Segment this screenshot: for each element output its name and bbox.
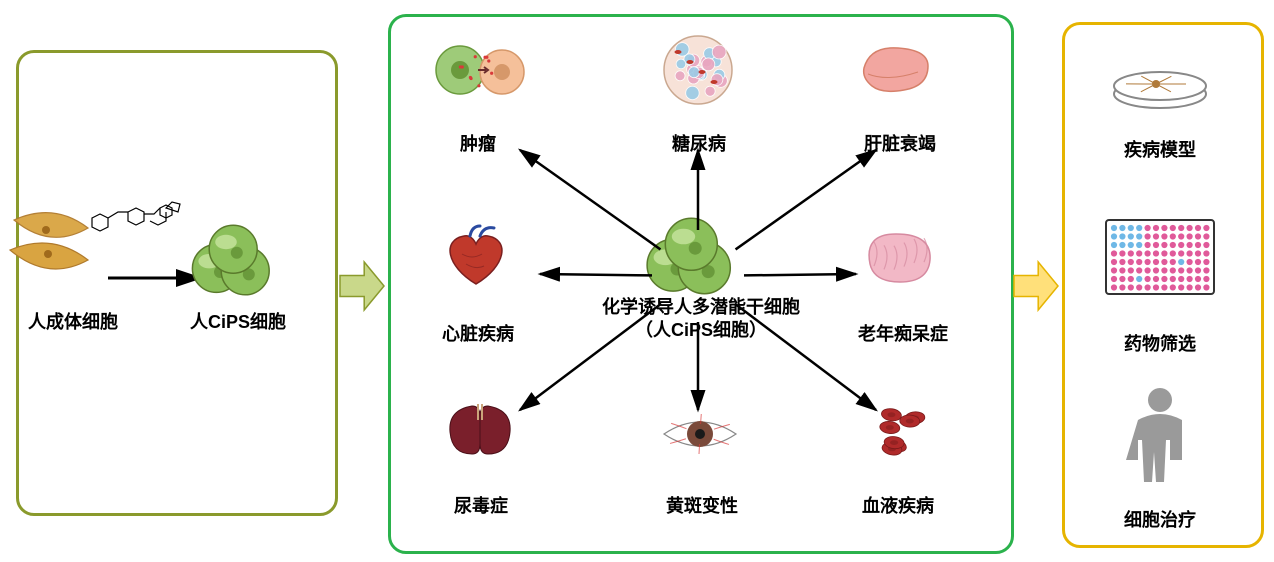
heart-label: 心脏疾病	[442, 320, 514, 346]
cips-cell-label: 人CiPS细胞	[190, 308, 286, 334]
center-panel-graphics	[388, 14, 1008, 548]
blood-icon	[879, 407, 925, 456]
macular-label: 黄斑变性	[666, 492, 738, 518]
somatic-cell-label: 人成体细胞	[28, 308, 118, 334]
diabetes-label: 糖尿病	[672, 130, 726, 156]
hub-label: 化学诱导人多潜能干细胞（人CiPS细胞）	[596, 296, 806, 341]
tumor-label: 肿瘤	[460, 130, 496, 156]
cips-cells-icon	[192, 225, 269, 295]
right-panel-graphics	[1062, 22, 1258, 542]
uremia-label: 尿毒症	[454, 492, 508, 518]
drug_screen-label: 药物筛选	[1124, 330, 1196, 356]
somatic-cells-icon	[10, 213, 88, 269]
drug_screen-icon	[1106, 220, 1214, 294]
flow-arrow-1	[340, 262, 384, 310]
spoke-arrow	[520, 150, 660, 249]
liver-label: 肝脏衰竭	[864, 130, 936, 156]
molecule-icon	[92, 202, 180, 231]
blood-label: 血液疾病	[862, 492, 934, 518]
spoke-arrow	[744, 274, 856, 275]
macular-icon	[664, 414, 736, 454]
uremia-icon	[450, 404, 510, 454]
cell_therapy-label: 细胞治疗	[1124, 506, 1196, 532]
diabetes-icon	[664, 36, 732, 104]
heart-icon	[450, 226, 502, 284]
dementia-icon	[869, 234, 930, 282]
disease_model-icon	[1114, 72, 1206, 108]
flow-arrow-2	[1014, 262, 1058, 310]
dementia-label: 老年痴呆症	[858, 320, 948, 346]
spoke-arrow	[540, 274, 652, 275]
tumor-icon	[436, 46, 524, 94]
liver-icon	[864, 48, 928, 92]
disease_model-label: 疾病模型	[1124, 136, 1196, 162]
left-panel-graphics	[16, 50, 332, 510]
cell_therapy-icon	[1126, 388, 1182, 482]
hub-cips-icon	[647, 218, 730, 293]
spoke-arrow	[736, 150, 876, 249]
